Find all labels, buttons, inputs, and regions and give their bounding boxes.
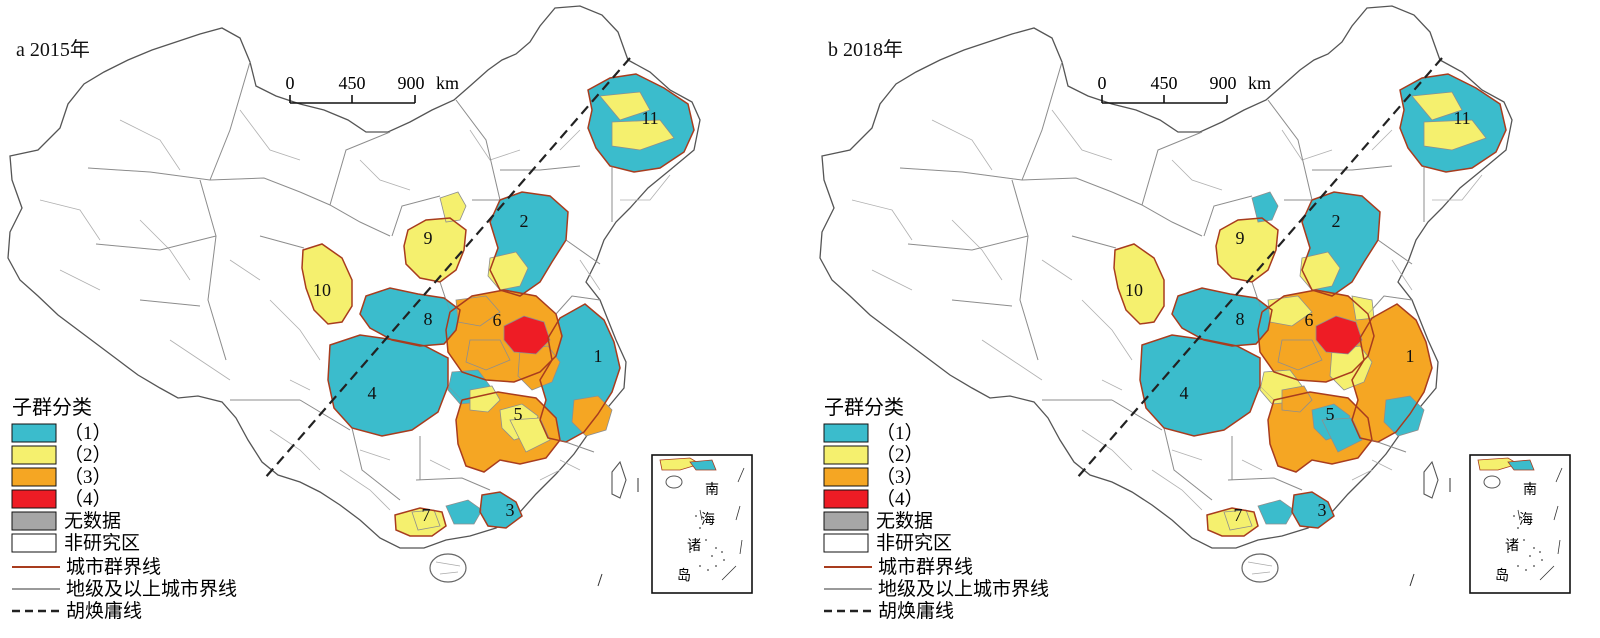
legend-label-4: 无数据 <box>876 510 933 532</box>
legend-swatch-3 <box>823 489 869 509</box>
hu-line <box>264 57 631 479</box>
taiwan-island <box>1423 460 1439 499</box>
legend-swatch-0 <box>11 423 57 443</box>
hu-line <box>1076 57 1443 479</box>
scale-tick-0: 0 <box>286 73 295 93</box>
cluster-number-4: 4 <box>1180 383 1189 403</box>
cluster-number-11: 11 <box>1453 108 1470 128</box>
svg-text:南: 南 <box>1523 482 1537 498</box>
cluster-number-9: 9 <box>424 228 433 248</box>
cluster-number-7: 7 <box>1234 505 1243 525</box>
cluster-number-5: 5 <box>1326 404 1335 424</box>
cluster-number-2: 2 <box>520 211 529 231</box>
south-sea-inset: 南 海 诸 岛 <box>651 454 753 594</box>
scale-bar: 0 450 900 km <box>286 73 459 104</box>
legend-label-3: （4） <box>876 488 924 510</box>
legend-title: 子群分类 <box>824 396 904 419</box>
legend-label-5: 非研究区 <box>876 532 952 554</box>
scale-tick-900: 900 <box>398 73 425 93</box>
legend-line-label-0: 城市群界线 <box>66 556 161 578</box>
legend-label-1: （2） <box>64 444 112 466</box>
legend-label-0: （1） <box>64 422 112 444</box>
legend-label-3: （4） <box>64 488 112 510</box>
map-legend: 子群分类 （1）（2）（3）（4）无数据非研究区城市群界线地级及以上城市界线胡焕庸… <box>823 396 1049 622</box>
legend-swatch-5 <box>823 533 869 553</box>
scale-tick-0: 0 <box>1098 73 1107 93</box>
legend-label-0: （1） <box>876 422 924 444</box>
cluster-number-9: 9 <box>1236 228 1245 248</box>
legend-swatch-3 <box>11 489 57 509</box>
hainan-island <box>1241 553 1279 583</box>
legend-swatch-0 <box>823 423 869 443</box>
scale-unit: km <box>1248 73 1271 93</box>
legend-swatch-2 <box>11 467 57 487</box>
legend-swatch-4 <box>823 511 869 531</box>
map-panel-2015: 1 2 3 4 5 6 7 8 9 10 11 a 2015年 0 450 900 km <box>7 5 753 622</box>
map-legend: 子群分类 （1）（2）（3）（4）无数据非研究区城市群界线地级及以上城市界线胡焕庸… <box>11 396 237 622</box>
legend-line-label-2: 胡焕庸线 <box>66 600 142 622</box>
scale-unit: km <box>436 73 459 93</box>
cluster-number-10: 10 <box>313 280 331 300</box>
svg-text:南: 南 <box>705 482 719 498</box>
legend-label-1: （2） <box>876 444 924 466</box>
legend-title: 子群分类 <box>12 396 92 419</box>
panel-label: a 2015年 <box>16 38 90 61</box>
legend-line-label-1: 地级及以上城市界线 <box>66 578 237 600</box>
cluster-number-6: 6 <box>1305 310 1314 330</box>
legend-line-label-1: 地级及以上城市界线 <box>878 578 1049 600</box>
south-sea-inset: 南 海 诸 岛 <box>1469 454 1571 594</box>
scale-tick-900: 900 <box>1210 73 1237 93</box>
scale-tick-450: 450 <box>339 73 366 93</box>
legend-line-label-0: 城市群界线 <box>878 556 973 578</box>
map-panel-2018: 1 2 3 4 5 6 7 8 9 10 11 b 2018年 0 450 900 km <box>819 5 1571 622</box>
cluster-number-8: 8 <box>1236 309 1245 329</box>
legend-swatch-1 <box>823 445 869 465</box>
svg-text:岛: 岛 <box>677 568 691 584</box>
svg-text:海: 海 <box>1519 512 1533 528</box>
legend-label-2: （3） <box>64 466 112 488</box>
cluster-number-1: 1 <box>1406 346 1415 366</box>
legend-swatch-2 <box>823 467 869 487</box>
legend-label-2: （3） <box>876 466 924 488</box>
legend-swatch-1 <box>11 445 57 465</box>
legend-line-label-2: 胡焕庸线 <box>878 600 954 622</box>
legend-swatch-4 <box>11 511 57 531</box>
scale-tick-450: 450 <box>1151 73 1178 93</box>
cluster-number-3: 3 <box>1318 500 1327 520</box>
svg-text:海: 海 <box>701 512 715 528</box>
legend-label-5: 非研究区 <box>64 532 140 554</box>
panel-label: b 2018年 <box>828 38 903 61</box>
svg-text:诸: 诸 <box>1505 538 1519 554</box>
cluster-number-10: 10 <box>1125 280 1143 300</box>
scale-bar: 0 450 900 km <box>1098 73 1271 104</box>
cluster-number-1: 1 <box>594 346 603 366</box>
hainan-island <box>429 553 467 583</box>
cluster-number-2: 2 <box>1332 211 1341 231</box>
svg-text:诸: 诸 <box>687 538 701 554</box>
cluster-number-7: 7 <box>422 505 431 525</box>
svg-text:岛: 岛 <box>1495 568 1509 584</box>
legend-label-4: 无数据 <box>64 510 121 532</box>
cluster-number-4: 4 <box>368 383 377 403</box>
cluster-number-8: 8 <box>424 309 433 329</box>
cluster-number-3: 3 <box>506 500 515 520</box>
cluster-number-6: 6 <box>493 310 502 330</box>
cluster-number-5: 5 <box>514 404 523 424</box>
taiwan-island <box>611 460 627 499</box>
cluster-number-11: 11 <box>641 108 658 128</box>
legend-swatch-5 <box>11 533 57 553</box>
